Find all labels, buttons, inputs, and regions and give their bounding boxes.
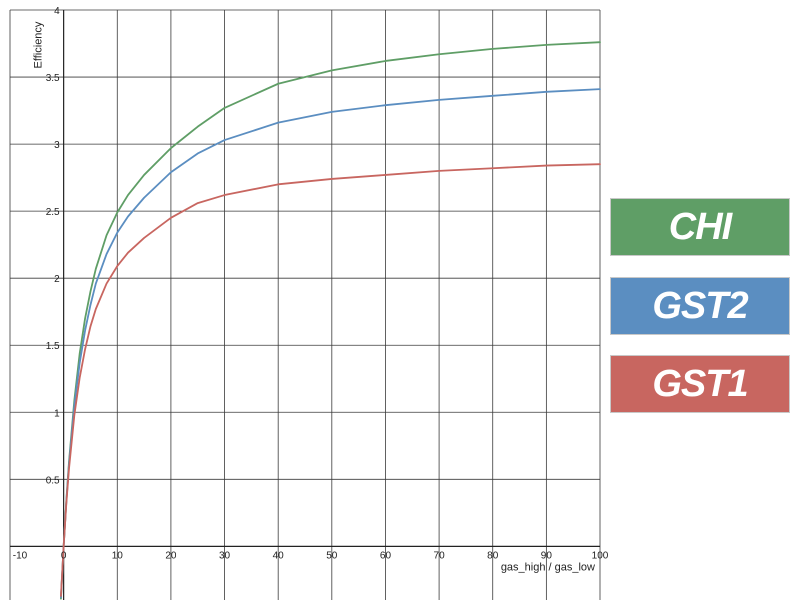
x-tick-label: 80 <box>487 550 499 561</box>
legend-item-chi: CHI <box>610 198 790 256</box>
x-tick-label: 30 <box>219 550 231 561</box>
y-tick-label: 3 <box>54 140 60 151</box>
x-gridlines <box>9 10 601 600</box>
x-tick-label: 20 <box>165 550 177 561</box>
y-gridlines <box>10 9 600 480</box>
x-tick-label: 100 <box>592 550 609 561</box>
x-tick-label: 50 <box>326 550 338 561</box>
y-tick-label: 2.5 <box>46 207 60 218</box>
y-tick-label: 0.5 <box>46 475 60 486</box>
x-tick-label: 0 <box>61 550 67 561</box>
series-line-chi <box>60 41 601 600</box>
x-tick-labels: -10 0 10 20 30 40 50 60 70 80 90 100 <box>13 550 609 561</box>
y-tick-label: 1 <box>54 408 60 419</box>
x-tick-label: 90 <box>541 550 553 561</box>
y-axis-label: Efficiency <box>33 21 45 68</box>
y-tick-label: 4 <box>54 6 60 17</box>
x-axis-label: gas_high / gas_low <box>501 561 595 573</box>
series-lines <box>60 41 601 600</box>
series-line-gst2 <box>60 88 601 599</box>
x-tick-label: 70 <box>434 550 446 561</box>
x-tick-label: 60 <box>380 550 392 561</box>
x-tick-label: -10 <box>13 550 28 561</box>
y-tick-label: 1.5 <box>46 341 60 352</box>
legend-item-gst2: GST2 <box>610 277 790 335</box>
y-tick-labels: 0.5 1 1.5 2 2.5 3 3.5 4 <box>46 6 60 486</box>
x-tick-label: 10 <box>112 550 124 561</box>
x-tick-label: 40 <box>273 550 285 561</box>
y-tick-label: 2 <box>54 274 60 285</box>
axes <box>10 10 600 600</box>
y-tick-label: 3.5 <box>46 73 60 84</box>
legend-item-gst1: GST1 <box>610 355 790 413</box>
series-line-gst1 <box>60 163 601 597</box>
